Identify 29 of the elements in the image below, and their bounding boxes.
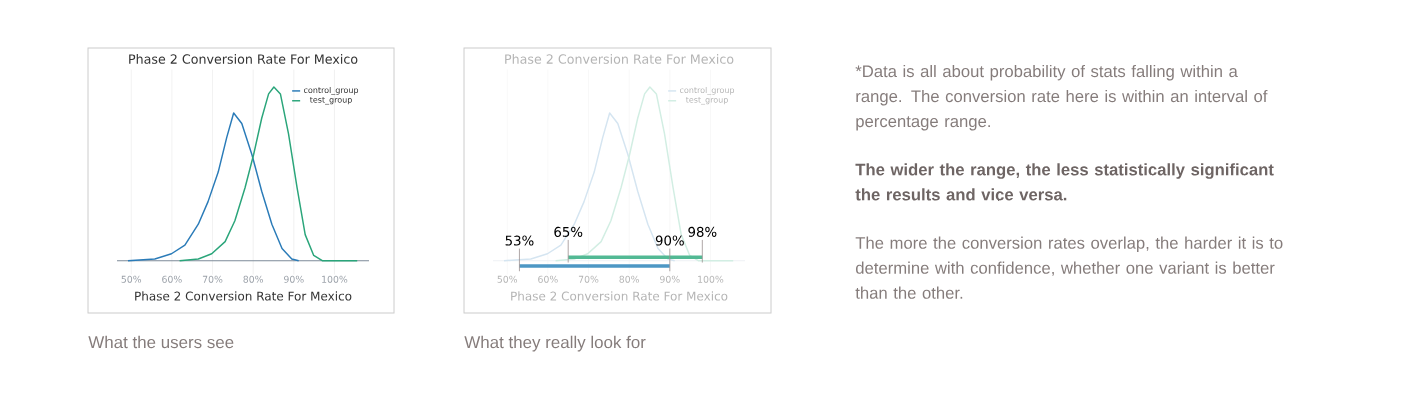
x-tick-label: 60% [162, 275, 182, 283]
text: *Data is all about probability of stats falling within a range. The conversion rate here is within an interval of percentage range. [855, 64, 1268, 131]
annotation: 65% [554, 226, 583, 237]
x-tick-label: 70% [202, 275, 223, 283]
x-tick-label: 100% [322, 275, 348, 283]
x-tick-label: 80% [243, 275, 264, 283]
chart-title: Phase 2 Conversion Rate For Mexico [505, 54, 734, 64]
legend-label: control_group [679, 86, 735, 95]
x-axis-title: Phase 2 Conversion Rate For Mexico [511, 291, 728, 301]
x-tick-label: 50% [497, 275, 518, 283]
legend-label: test_group [309, 96, 352, 105]
legend-label: test_group [685, 96, 728, 105]
x-axis-title: Phase 2 Conversion Rate For Mexico [135, 291, 352, 301]
annotation: 98% [688, 226, 717, 237]
x-tick-label: 70% [578, 275, 599, 283]
text: The more the conversion rates overlap, the harder it is to determine with confidence, whether one variant is better than the other. [855, 236, 1283, 299]
x-tick-label: 90% [284, 275, 304, 283]
text: What the users see [88, 335, 234, 349]
x-tick-label: 90% [660, 275, 680, 283]
x-tick-label: 60% [538, 275, 558, 283]
annotation: 53% [505, 235, 534, 246]
chart-title: Phase 2 Conversion Rate For Mexico [129, 54, 358, 64]
annotation: 90% [655, 235, 684, 246]
text: What they really look for [464, 335, 646, 352]
x-tick-label: 100% [698, 275, 724, 283]
text: The wider the range, the less statistically significant the results and vice versa. [855, 163, 1274, 201]
x-tick-label: 50% [121, 275, 142, 283]
legend-label: control_group [303, 86, 359, 95]
x-tick-label: 80% [619, 275, 640, 283]
